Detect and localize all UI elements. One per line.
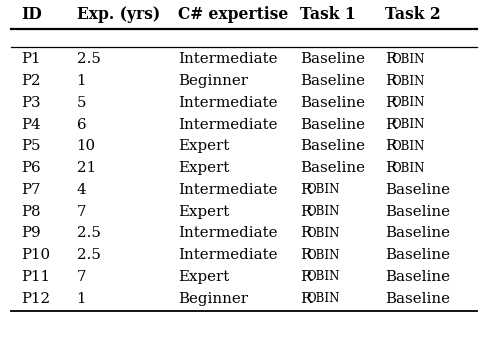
Text: ID: ID — [21, 6, 41, 22]
Text: OBIN: OBIN — [306, 270, 340, 284]
Text: OBIN: OBIN — [306, 248, 340, 261]
Text: Baseline: Baseline — [385, 183, 450, 197]
Text: OBIN: OBIN — [306, 227, 340, 240]
Text: P11: P11 — [21, 270, 50, 284]
Text: P2: P2 — [21, 74, 41, 88]
Text: Baseline: Baseline — [300, 52, 365, 66]
Text: 5: 5 — [77, 96, 86, 110]
Text: R: R — [300, 248, 311, 262]
Text: OBIN: OBIN — [306, 205, 340, 218]
Text: 10: 10 — [77, 139, 96, 153]
Text: P4: P4 — [21, 118, 41, 132]
Text: Baseline: Baseline — [300, 74, 365, 88]
Text: OBIN: OBIN — [391, 162, 425, 175]
Text: OBIN: OBIN — [391, 97, 425, 110]
Text: Baseline: Baseline — [300, 96, 365, 110]
Text: Baseline: Baseline — [300, 161, 365, 175]
Text: R: R — [385, 52, 396, 66]
Text: Task 1: Task 1 — [300, 6, 355, 22]
Text: OBIN: OBIN — [306, 183, 340, 196]
Text: 2.5: 2.5 — [77, 226, 101, 240]
Text: 7: 7 — [77, 205, 86, 219]
Text: Baseline: Baseline — [385, 205, 450, 219]
Text: Expert: Expert — [179, 161, 230, 175]
Text: R: R — [385, 139, 396, 153]
Text: Baseline: Baseline — [300, 139, 365, 153]
Text: Beginner: Beginner — [179, 292, 248, 306]
Text: 6: 6 — [77, 118, 86, 132]
Text: Expert: Expert — [179, 139, 230, 153]
Text: Baseline: Baseline — [385, 292, 450, 306]
Text: Intermediate: Intermediate — [179, 96, 278, 110]
Text: R: R — [385, 96, 396, 110]
Text: Expert: Expert — [179, 205, 230, 219]
Text: OBIN: OBIN — [391, 118, 425, 131]
Text: 1: 1 — [77, 292, 86, 306]
Text: Baseline: Baseline — [300, 118, 365, 132]
Text: R: R — [300, 183, 311, 197]
Text: C# expertise: C# expertise — [179, 6, 289, 22]
Text: 2.5: 2.5 — [77, 52, 101, 66]
Text: Intermediate: Intermediate — [179, 183, 278, 197]
Text: 7: 7 — [77, 270, 86, 284]
Text: OBIN: OBIN — [306, 292, 340, 305]
Text: P5: P5 — [21, 139, 41, 153]
Text: P7: P7 — [21, 183, 41, 197]
Text: 1: 1 — [77, 74, 86, 88]
Text: Intermediate: Intermediate — [179, 118, 278, 132]
Text: OBIN: OBIN — [391, 140, 425, 153]
Text: R: R — [300, 226, 311, 240]
Text: P9: P9 — [21, 226, 41, 240]
Text: Intermediate: Intermediate — [179, 248, 278, 262]
Text: R: R — [300, 292, 311, 306]
Text: Expert: Expert — [179, 270, 230, 284]
Text: Exp. (yrs): Exp. (yrs) — [77, 6, 160, 22]
Text: P12: P12 — [21, 292, 50, 306]
Text: P1: P1 — [21, 52, 41, 66]
Text: 4: 4 — [77, 183, 86, 197]
Text: Intermediate: Intermediate — [179, 226, 278, 240]
Text: R: R — [385, 118, 396, 132]
Text: P10: P10 — [21, 248, 50, 262]
Text: R: R — [385, 161, 396, 175]
Text: 2.5: 2.5 — [77, 248, 101, 262]
Text: 21: 21 — [77, 161, 96, 175]
Text: P6: P6 — [21, 161, 41, 175]
Text: Baseline: Baseline — [385, 270, 450, 284]
Text: R: R — [300, 205, 311, 219]
Text: R: R — [300, 270, 311, 284]
Text: OBIN: OBIN — [391, 75, 425, 88]
Text: OBIN: OBIN — [391, 53, 425, 66]
Text: Beginner: Beginner — [179, 74, 248, 88]
Text: Baseline: Baseline — [385, 226, 450, 240]
Text: P3: P3 — [21, 96, 41, 110]
Text: P8: P8 — [21, 205, 41, 219]
Text: Intermediate: Intermediate — [179, 52, 278, 66]
Text: R: R — [385, 74, 396, 88]
Text: Baseline: Baseline — [385, 248, 450, 262]
Text: Task 2: Task 2 — [385, 6, 440, 22]
